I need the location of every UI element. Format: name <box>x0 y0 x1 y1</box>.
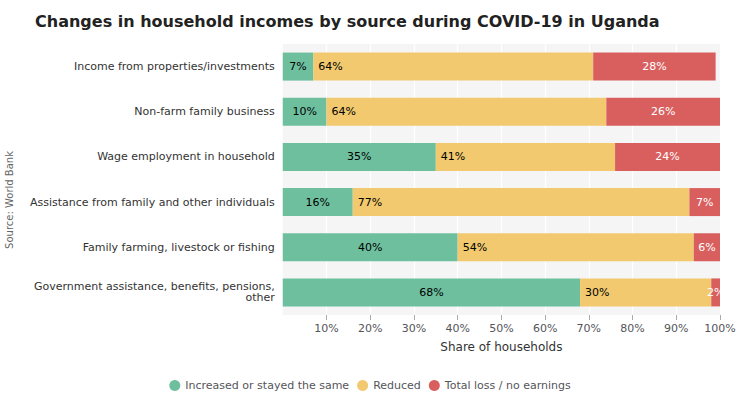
svg-text:41%: 41% <box>441 150 465 163</box>
svg-text:Changes in household incomes b: Changes in household incomes by source d… <box>35 12 660 31</box>
svg-text:10%: 10% <box>314 322 338 335</box>
svg-text:68%: 68% <box>419 286 443 299</box>
svg-text:Increased or stayed the same: Increased or stayed the same <box>185 379 349 392</box>
svg-text:Source: World Bank: Source: World Bank <box>4 151 15 249</box>
svg-text:7%: 7% <box>696 196 713 209</box>
svg-text:50%: 50% <box>489 322 513 335</box>
svg-text:20%: 20% <box>358 322 382 335</box>
svg-text:35%: 35% <box>347 150 371 163</box>
svg-text:24%: 24% <box>655 150 679 163</box>
svg-text:Assistance from family and oth: Assistance from family and other individ… <box>30 196 275 209</box>
svg-text:28%: 28% <box>642 60 666 73</box>
svg-text:10%: 10% <box>292 105 316 118</box>
svg-text:90%: 90% <box>664 322 688 335</box>
svg-text:16%: 16% <box>306 196 330 209</box>
svg-text:7%: 7% <box>289 60 306 73</box>
svg-text:Share of households: Share of households <box>440 340 562 354</box>
svg-text:26%: 26% <box>651 105 675 118</box>
svg-text:64%: 64% <box>331 105 355 118</box>
svg-text:77%: 77% <box>358 196 382 209</box>
svg-text:100%: 100% <box>704 322 735 335</box>
svg-text:Reduced: Reduced <box>373 379 421 392</box>
svg-text:60%: 60% <box>533 322 557 335</box>
svg-text:Non-farm family business: Non-farm family business <box>134 105 275 118</box>
svg-text:Total loss / no earnings: Total loss / no earnings <box>444 379 571 392</box>
svg-text:70%: 70% <box>577 322 601 335</box>
svg-text:Wage employment in household: Wage employment in household <box>97 150 275 163</box>
svg-text:2%: 2% <box>707 286 724 299</box>
svg-text:30%: 30% <box>585 286 609 299</box>
svg-text:64%: 64% <box>318 60 342 73</box>
svg-text:30%: 30% <box>402 322 426 335</box>
svg-text:6%: 6% <box>698 241 715 254</box>
svg-text:Government assistance, benefit: Government assistance, benefits, pension… <box>34 280 275 293</box>
svg-text:54%: 54% <box>463 241 487 254</box>
svg-text:Income from properties/investm: Income from properties/investments <box>74 60 275 73</box>
svg-text:other: other <box>245 291 275 304</box>
svg-text:Family farming, livestock or f: Family farming, livestock or fishing <box>83 241 275 254</box>
svg-text:40%: 40% <box>445 322 469 335</box>
svg-text:80%: 80% <box>620 322 644 335</box>
svg-text:40%: 40% <box>358 241 382 254</box>
